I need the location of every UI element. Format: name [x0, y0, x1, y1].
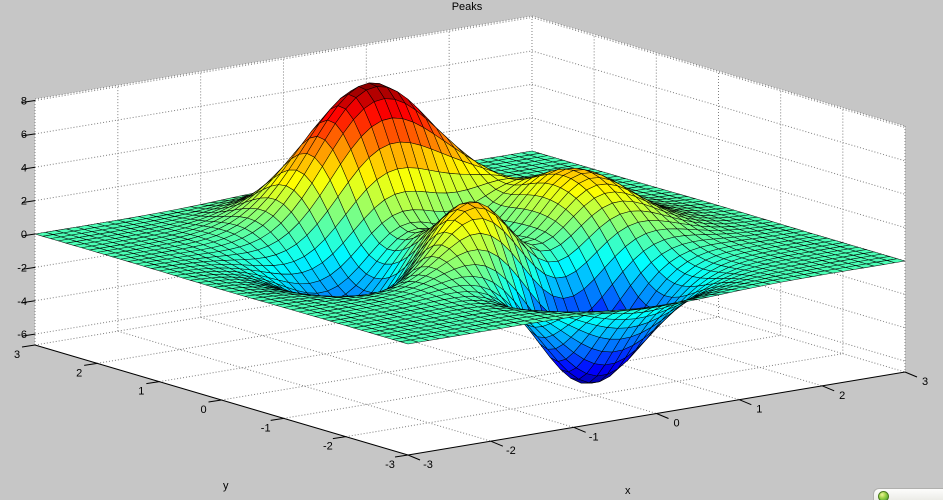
chart-title: Peaks [451, 1, 483, 13]
y-axis-label: y [223, 480, 229, 492]
x-axis-label: x [625, 485, 631, 497]
green-orb-icon [878, 491, 889, 500]
cropped-corner-button[interactable] [873, 488, 943, 500]
